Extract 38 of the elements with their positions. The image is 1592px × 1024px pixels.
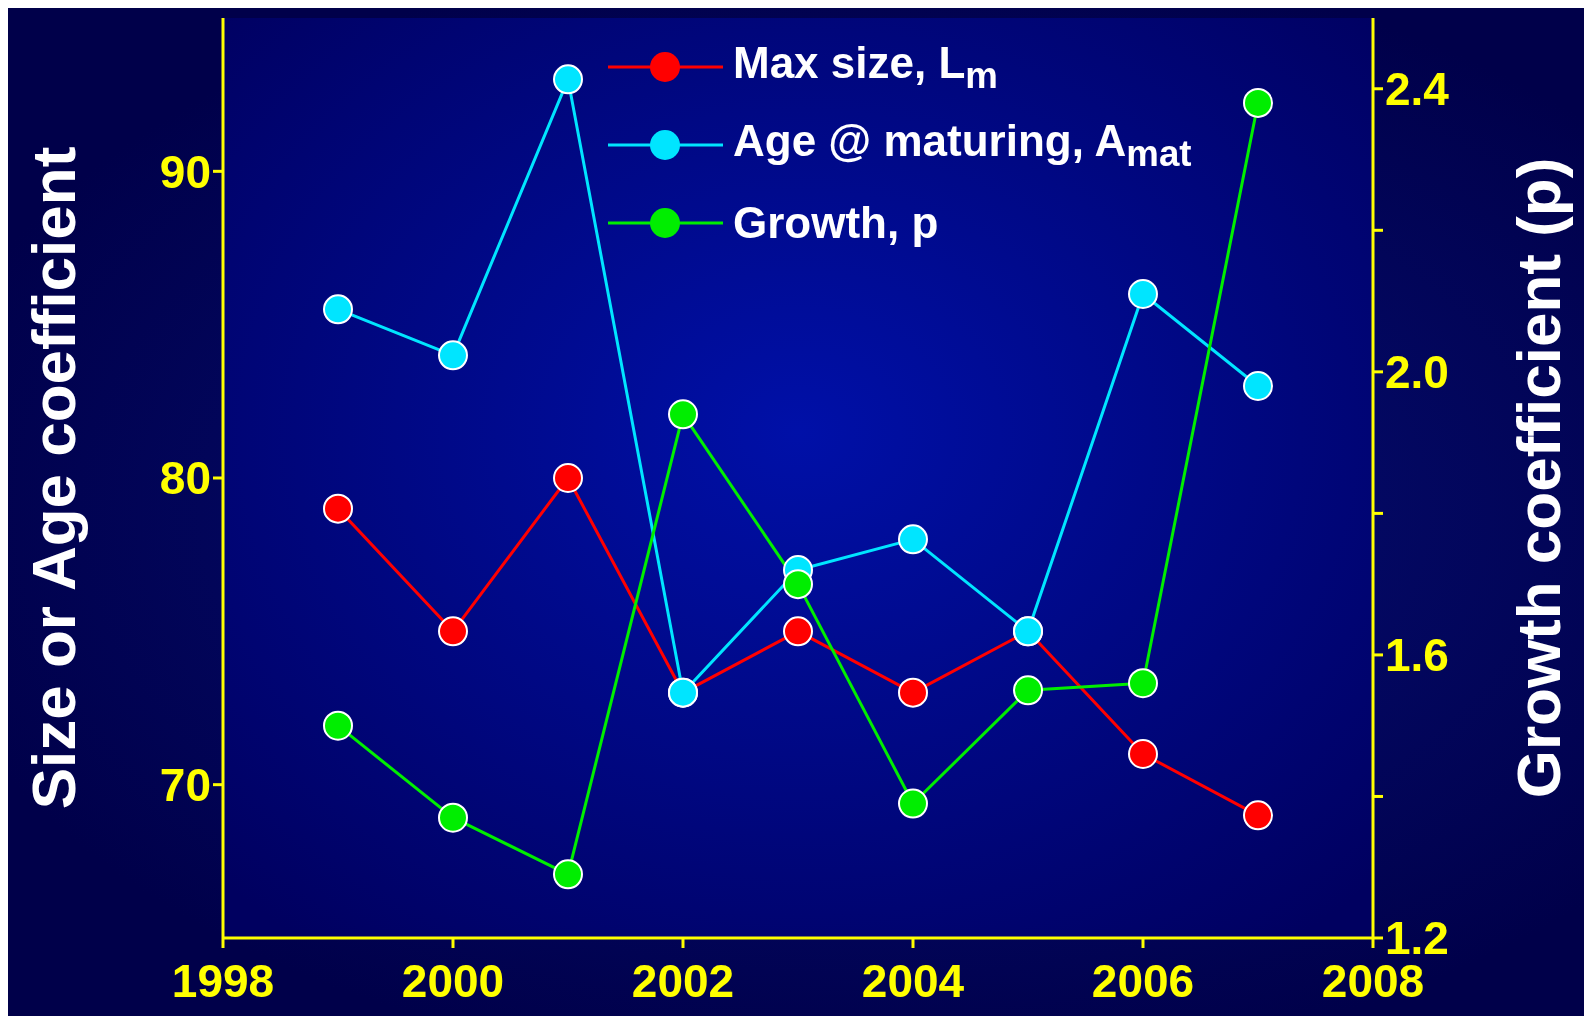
point xyxy=(898,677,928,708)
point xyxy=(1243,87,1273,118)
y2-tick-label: 2.0 xyxy=(1385,346,1449,399)
legend-label: Growth, p xyxy=(733,198,939,248)
x-tick-label: 2002 xyxy=(631,954,735,1007)
point xyxy=(438,802,468,833)
point xyxy=(553,859,583,890)
point xyxy=(323,294,353,325)
point xyxy=(553,463,583,493)
point xyxy=(1128,279,1158,309)
point xyxy=(783,569,813,600)
y-axis-title: Size or Age coefficient xyxy=(18,146,88,810)
point xyxy=(1128,668,1158,699)
y2-axis-title: Growth coefficient (p) xyxy=(1503,157,1573,799)
point xyxy=(1013,675,1043,706)
point xyxy=(898,524,928,555)
y-tick-label: 70 xyxy=(159,759,211,811)
point xyxy=(1243,371,1273,401)
point xyxy=(553,64,583,95)
point xyxy=(438,340,468,371)
x-tick-label: 2000 xyxy=(401,954,505,1007)
x-tick-label: 2006 xyxy=(1091,954,1195,1007)
legend-label: Age @ maturing, A$_{mat}$ xyxy=(733,115,1192,175)
point xyxy=(668,399,698,430)
x-tick-label: 2004 xyxy=(861,954,965,1007)
point xyxy=(323,710,353,741)
point xyxy=(1243,800,1273,831)
x-tick-label: 1998 xyxy=(171,954,275,1007)
y-tick-label: 90 xyxy=(159,145,211,198)
y-tick-label: 80 xyxy=(159,452,211,505)
point xyxy=(1128,739,1158,769)
point xyxy=(438,616,468,647)
point xyxy=(323,493,353,524)
y2-tick-label: 2.4 xyxy=(1385,63,1450,116)
legend-label: Max size, L$_{m}$ xyxy=(733,37,998,97)
point xyxy=(898,788,928,819)
y2-tick-label: 1.6 xyxy=(1385,629,1449,682)
point xyxy=(783,616,813,647)
